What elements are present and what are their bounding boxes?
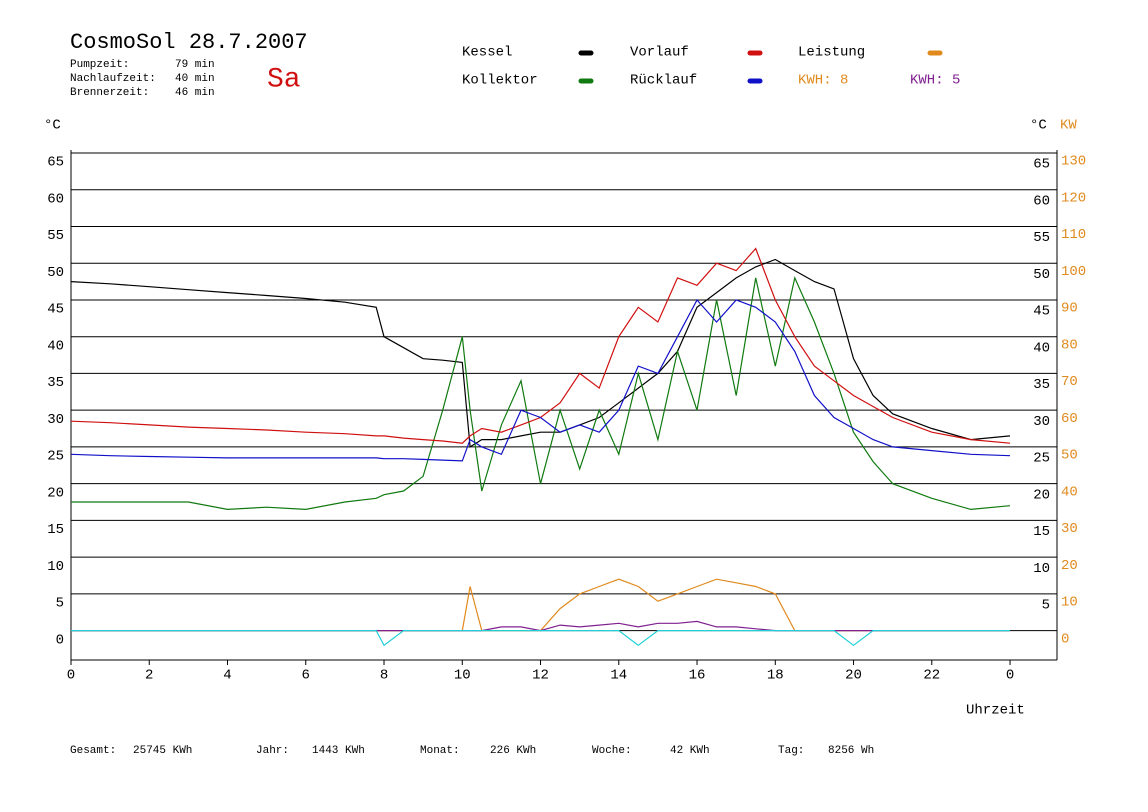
y2-tick-label: 20 [1061,558,1078,574]
x-tick-label: 8 [380,668,388,684]
x-tick-label: 4 [223,668,231,684]
y-tick-label: 30 [47,412,64,428]
x-tick-label: 0 [1006,668,1014,684]
y-right-tick-label: 60 [1033,193,1050,209]
info-label: Brennerzeit: [70,87,149,99]
y-right-tick-label: 55 [1033,230,1050,246]
y-right-tick-label: 20 [1033,487,1050,503]
x-tick-label: 10 [454,668,471,684]
info-label: Nachlaufzeit: [70,73,156,85]
series-line [70,247,1011,444]
info-value: 79 min [175,59,215,71]
y2-tick-label: 110 [1061,227,1086,243]
y-tick-label: 45 [47,302,64,318]
legend-extra: KWH: 8 [798,73,848,89]
legend-label: Kessel [462,45,512,61]
y2-tick-label: 50 [1061,448,1078,464]
y-tick-label: 0 [56,632,64,648]
y-tick-label: 15 [47,522,64,538]
legend-label: Vorlauf [630,45,689,61]
y2-tick-label: 90 [1061,301,1078,317]
y-tick-label: 20 [47,485,64,501]
footer-value: 8256 Wh [828,745,874,757]
y-right-tick-label: 40 [1033,340,1050,356]
x-tick-label: 18 [767,668,784,684]
y-right-tick-label: 25 [1033,451,1050,467]
y-right-tick-label: 50 [1033,267,1050,283]
y-right-tick-label: 15 [1033,524,1050,540]
y-tick-label: 65 [47,155,64,171]
footer-value: 42 KWh [670,745,710,757]
y-right-tick-label: 35 [1033,377,1050,393]
y2-tick-label: 40 [1061,484,1078,500]
y2-tick-label: 60 [1061,411,1078,427]
x-tick-label: 6 [302,668,310,684]
info-label: Pumpzeit: [70,59,129,71]
y-right-tick-label: 30 [1033,414,1050,430]
legend-label: Leistung [798,45,865,61]
legend-label: KWH: 5 [910,73,960,89]
x-tick-label: 20 [845,668,862,684]
x-tick-label: 16 [689,668,706,684]
footer-label: Gesamt: [70,745,116,757]
weekday: Sa [267,64,301,95]
series-line [71,275,1011,511]
legend-label: Kollektor [462,73,538,89]
y-right-tick-label: 65 [1033,157,1050,173]
y-right-tick-label: 10 [1033,561,1050,577]
y-right-unit: °C [1030,118,1047,134]
info-value: 46 min [175,87,215,99]
y2-tick-label: 70 [1061,374,1078,390]
footer-value: 25745 KWh [133,745,192,757]
footer-value: 226 KWh [490,745,536,757]
y2-unit: KW [1060,118,1077,134]
x-tick-label: 22 [923,668,940,684]
y2-tick-label: 120 [1061,190,1086,206]
y-right-tick-label: 5 [1042,598,1050,614]
y2-tick-label: 30 [1061,521,1078,537]
y-tick-label: 55 [47,228,64,244]
y2-tick-label: 80 [1061,337,1078,353]
x-tick-label: 2 [145,668,153,684]
footer-label: Jahr: [256,745,289,757]
y2-tick-label: 0 [1061,631,1069,647]
series-line [70,258,1011,448]
footer-value: 1443 KWh [312,745,365,757]
x-tick-label: 14 [610,668,627,684]
footer-label: Woche: [592,745,632,757]
y2-tick-label: 130 [1061,154,1086,170]
x-tick-label: 0 [67,668,75,684]
series-line [71,578,1010,632]
y-tick-label: 10 [47,559,64,575]
y-tick-label: 40 [47,338,64,354]
y-right-tick-label: 45 [1033,304,1050,320]
legend-label: Rücklauf [630,73,697,89]
series-line [71,620,1010,632]
y2-tick-label: 100 [1061,264,1086,280]
y-unit: °C [44,118,61,134]
footer-label: Tag: [778,745,804,757]
series-line [71,630,1010,647]
x-tick-label: 12 [532,668,549,684]
y-tick-label: 5 [56,596,64,612]
footer-label: Monat: [420,745,460,757]
x-axis-label: Uhrzeit [966,703,1025,719]
y-tick-label: 35 [47,375,64,391]
y-tick-label: 60 [47,191,64,207]
series-line [70,298,1011,462]
chart-title: CosmoSol 28.7.2007 [70,30,308,55]
y-tick-label: 25 [47,449,64,465]
info-value: 40 min [175,73,215,85]
y-tick-label: 50 [47,265,64,281]
y2-tick-label: 10 [1061,595,1078,611]
